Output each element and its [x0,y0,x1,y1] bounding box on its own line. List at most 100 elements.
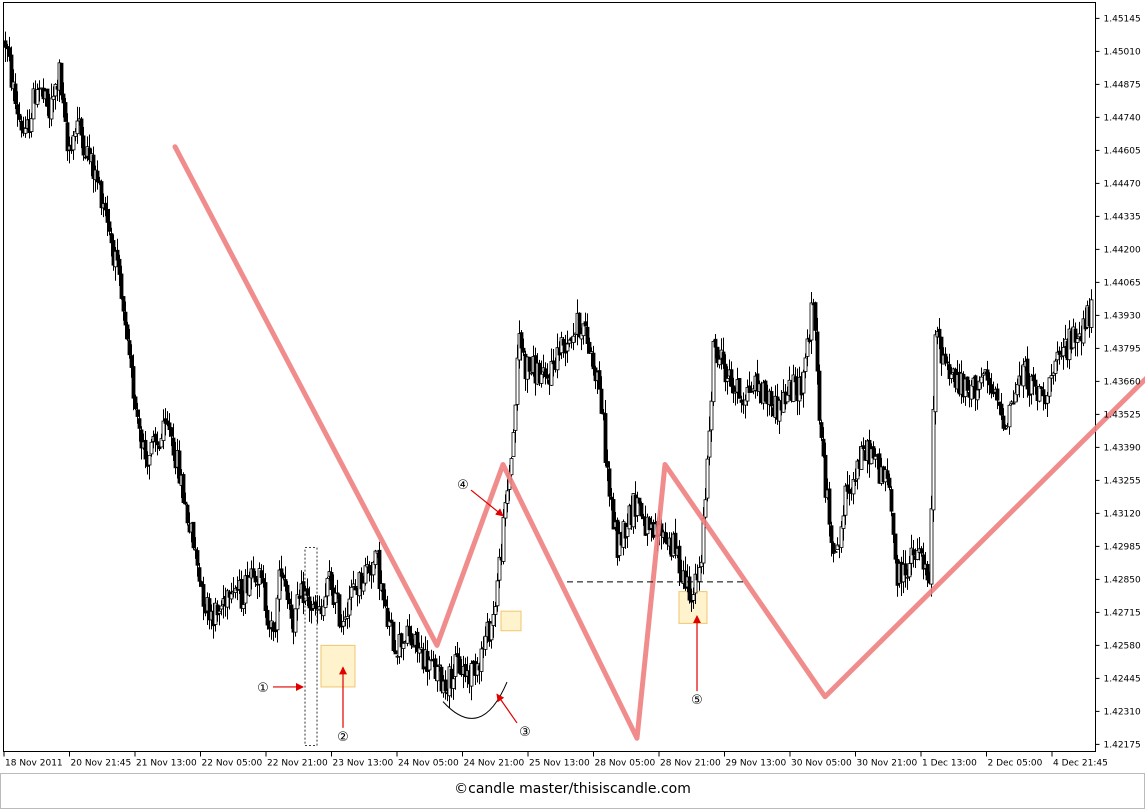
candle-body [443,679,448,692]
candle-body [361,582,366,592]
candle-body [521,347,526,353]
candle-body [149,441,154,455]
candle-body [549,360,554,386]
candle-body [815,331,820,372]
candle-body [121,296,126,312]
candle-body [851,479,856,495]
candle-body [885,470,890,479]
candle-body [1057,350,1062,355]
x-tick-label: 24 Nov 05:00 [398,759,459,769]
candle-body [721,351,726,365]
annotation-label: ② [337,730,349,745]
candle-body [75,120,80,135]
y-tick-label: 1.42310 [1104,707,1141,717]
candle-body [335,592,340,595]
candle-body [451,678,456,689]
candle-body [103,202,108,211]
candle-body [247,576,252,596]
candle-body [183,501,188,505]
x-tick-label: 4 Dec 21:45 [1053,759,1108,769]
candle-body [891,512,896,535]
candle-body [143,439,148,460]
candle-body [333,592,338,604]
y-tick-label: 1.44605 [1104,146,1141,156]
candle-body [597,370,602,390]
candle-body [435,666,440,682]
candle-body [1033,379,1038,387]
candle-body [45,88,50,107]
candle-body [581,323,586,337]
y-tick-label: 1.42850 [1104,575,1141,585]
x-tick-label: 21 Nov 13:00 [136,759,197,769]
candle-body [63,102,68,122]
candle-body [501,517,506,562]
y-tick-label: 1.44740 [1104,113,1141,123]
candle-body [919,548,924,554]
candle-body [51,95,56,100]
candle-body [147,454,152,466]
candle-body [591,352,596,370]
candle-body [1001,415,1006,429]
candle-body [287,598,292,605]
candle-body [239,578,244,609]
candle-body [133,396,138,410]
candle-body [377,549,382,590]
zigzag-trend-line [172,144,1145,741]
candle-body [823,454,828,498]
candle-body [15,104,20,115]
candle-body [155,441,160,446]
candle-body [677,545,682,574]
candle-body [217,610,222,614]
candle-body [839,526,844,548]
candle-body [831,542,836,554]
candle-body [1021,364,1026,387]
candle-body [293,608,298,633]
x-tick-label: 30 Nov 21:00 [857,759,918,769]
dotted-candle-frame [304,547,318,747]
candle-body [635,497,640,516]
candle-body [383,599,388,607]
candle-body [975,389,980,401]
candle-body [1015,384,1020,396]
candle-body [529,372,534,375]
candle-body [411,645,416,648]
annotation-label: ④ [457,478,469,493]
candle-body [505,490,510,504]
y-tick-label: 1.42445 [1104,674,1141,684]
candle-body [813,302,818,331]
candle-body [833,551,838,553]
candle-body [705,458,710,499]
candle-body [31,88,36,120]
x-tick-label: 18 Nov 2011 [5,759,63,769]
candle-body [853,480,858,482]
candle-body [185,504,190,524]
candle-body [539,373,544,384]
candle-body [519,332,524,349]
y-tick-label: 1.43525 [1104,410,1141,420]
candle-body [389,619,394,623]
candle-body [161,420,166,441]
candle-body [769,391,774,407]
candle-body [137,418,142,429]
candle-body [859,446,864,470]
annotation-arrow [470,489,504,517]
candle-body [585,326,590,344]
candle-body [195,550,200,566]
candle-body [171,437,176,456]
candle-body [973,375,978,399]
candle-body [1061,347,1066,357]
candle-body [457,656,462,674]
candle-body [693,573,698,594]
candle-body [687,576,692,601]
y-tick-label: 1.44200 [1104,245,1141,255]
candle-body [415,631,420,653]
candle-body [427,659,432,671]
candle-body [167,422,172,431]
y-tick-label: 1.43795 [1104,344,1141,354]
candle-body [821,438,826,457]
candle-body [697,567,702,583]
y-tick-label: 1.42985 [1104,542,1141,552]
candle-body [1011,402,1016,405]
candle-body [279,568,284,577]
candle-body [949,373,954,379]
